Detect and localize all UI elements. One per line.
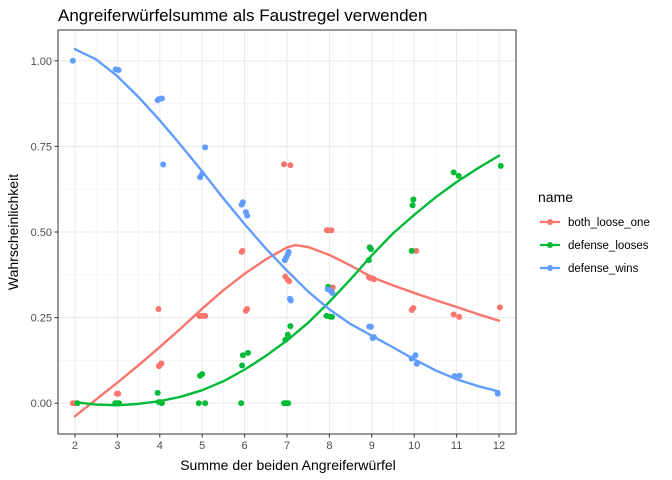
data-point-both_loose_one bbox=[244, 306, 251, 313]
trend-line-defense_wins bbox=[73, 47, 501, 393]
data-point-defense_wins bbox=[367, 323, 374, 330]
data-point-both_loose_one bbox=[328, 227, 335, 234]
y-axis-title: Wahrscheinlichkeit bbox=[5, 174, 21, 290]
data-point-defense_wins bbox=[494, 390, 501, 397]
legend-key-point-both_loose_one bbox=[547, 219, 553, 225]
data-point-both_loose_one bbox=[370, 276, 377, 283]
data-point-defense_wins bbox=[370, 334, 377, 341]
legend: name both_loose_one defense_loosesdefense… bbox=[538, 189, 650, 275]
grid-major bbox=[58, 30, 516, 434]
data-point-defense_looses bbox=[239, 352, 246, 359]
data-point-defense_looses bbox=[244, 349, 251, 356]
y-tick-label: 0.50 bbox=[31, 227, 52, 239]
x-axis: 2 3 4 5 6 7 8 9 10 11 12 bbox=[72, 434, 505, 452]
data-point-defense_wins bbox=[412, 352, 419, 359]
data-point-defense_wins bbox=[244, 212, 251, 219]
data-point-defense_wins bbox=[413, 360, 420, 367]
legend-label-defense_looses: defense_looses bbox=[568, 240, 649, 252]
chart-title: Angreiferwürfelsumme als Faustregel verw… bbox=[58, 6, 427, 25]
data-point-defense_looses bbox=[282, 336, 289, 343]
data-point-defense_looses bbox=[199, 371, 206, 378]
legend-key-point-defense_looses bbox=[547, 242, 553, 248]
x-tick-label: 9 bbox=[369, 440, 375, 452]
data-point-defense_wins bbox=[199, 170, 206, 177]
data-point-both_loose_one bbox=[496, 304, 503, 311]
data-point-defense_wins bbox=[408, 355, 415, 362]
data-point-defense_looses bbox=[365, 257, 372, 264]
data-point-both_loose_one bbox=[456, 313, 463, 320]
legend-title: name bbox=[538, 189, 573, 205]
data-point-both_loose_one bbox=[287, 162, 294, 169]
data-point-defense_looses bbox=[202, 400, 209, 407]
legend-label-both_loose_one: both_loose_one bbox=[568, 217, 650, 229]
data-point-both_loose_one bbox=[450, 311, 457, 318]
x-tick-label: 6 bbox=[242, 440, 248, 452]
data-point-defense_looses bbox=[158, 400, 165, 407]
data-point-defense_looses bbox=[284, 331, 291, 338]
data-point-defense_wins bbox=[160, 161, 167, 168]
data-point-defense_looses bbox=[408, 247, 415, 254]
data-point-both_loose_one bbox=[115, 390, 122, 397]
y-tick-label: 0.00 bbox=[31, 398, 52, 410]
x-tick-label: 11 bbox=[451, 440, 462, 452]
y-tick-label: 0.25 bbox=[31, 313, 52, 325]
legend-key-point-defense_wins bbox=[547, 265, 553, 271]
data-point-defense_wins bbox=[329, 289, 336, 296]
y-tick-label: 1.00 bbox=[31, 56, 52, 68]
data-point-defense_looses bbox=[285, 400, 292, 407]
x-tick-label: 5 bbox=[199, 440, 205, 452]
x-tick-label: 4 bbox=[157, 440, 163, 452]
data-point-defense_wins bbox=[239, 199, 246, 206]
x-tick-label: 7 bbox=[284, 440, 290, 452]
data-point-defense_wins bbox=[285, 248, 292, 255]
data-point-both_loose_one bbox=[155, 306, 162, 313]
data-point-both_loose_one bbox=[158, 360, 165, 367]
data-point-both_loose_one bbox=[286, 278, 293, 285]
legend-label-defense_wins: defense_wins bbox=[568, 263, 639, 275]
data-point-defense_looses bbox=[116, 400, 123, 407]
data-point-defense_looses bbox=[154, 389, 161, 396]
y-axis: 0.00 0.25 0.50 0.75 1.00 bbox=[31, 56, 58, 410]
data-point-both_loose_one bbox=[413, 247, 420, 254]
data-point-defense_wins bbox=[456, 372, 463, 379]
data-point-both_loose_one bbox=[202, 312, 209, 319]
trend-line-both_loose_one bbox=[73, 243, 501, 418]
x-tick-label: 8 bbox=[326, 440, 332, 452]
data-point-both_loose_one bbox=[281, 161, 288, 168]
x-tick-label: 3 bbox=[114, 440, 120, 452]
data-point-defense_looses bbox=[238, 400, 245, 407]
data-points bbox=[69, 57, 504, 407]
data-point-defense_looses bbox=[455, 172, 462, 179]
y-tick-label: 0.75 bbox=[31, 141, 52, 153]
data-point-defense_wins bbox=[115, 67, 122, 74]
data-point-defense_wins bbox=[287, 297, 294, 304]
data-point-defense_looses bbox=[328, 313, 335, 320]
data-point-defense_looses bbox=[74, 400, 81, 407]
x-tick-label: 10 bbox=[408, 440, 420, 452]
data-point-defense_looses bbox=[287, 323, 294, 330]
x-tick-label: 2 bbox=[72, 440, 78, 452]
data-point-defense_wins bbox=[202, 144, 209, 151]
data-point-defense_looses bbox=[410, 196, 417, 203]
x-axis-title: Summe der beiden Angreiferwürfel bbox=[180, 457, 396, 473]
data-point-both_loose_one bbox=[239, 247, 246, 254]
data-point-defense_looses bbox=[450, 169, 457, 176]
data-point-defense_looses bbox=[367, 246, 374, 253]
data-point-defense_looses bbox=[497, 162, 504, 169]
data-point-defense_wins bbox=[451, 373, 458, 380]
data-point-defense_looses bbox=[239, 362, 246, 369]
data-point-defense_wins bbox=[158, 95, 165, 102]
data-point-both_loose_one bbox=[410, 305, 417, 312]
data-point-defense_looses bbox=[409, 202, 416, 209]
data-point-defense_looses bbox=[195, 400, 202, 407]
x-tick-label: 12 bbox=[493, 440, 505, 452]
data-point-defense_wins bbox=[69, 57, 76, 64]
